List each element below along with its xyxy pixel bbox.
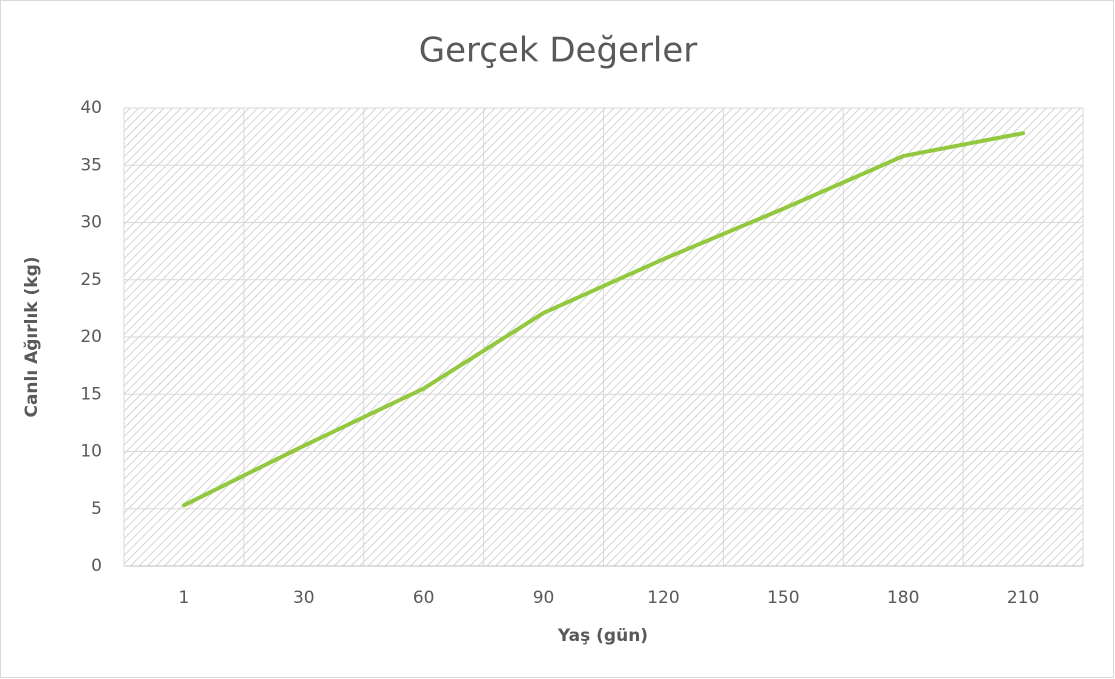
x-tick-label: 60 — [413, 588, 435, 608]
y-tick-label: 15 — [80, 384, 102, 404]
y-tick-label: 10 — [80, 442, 102, 462]
x-tick-label: 150 — [767, 588, 799, 608]
x-tick-label: 180 — [887, 588, 919, 608]
y-tick-label: 35 — [80, 155, 102, 175]
data-line — [181, 131, 1026, 508]
x-tick-label: 1 — [179, 588, 190, 608]
y-tick-label: 20 — [80, 327, 102, 347]
y-tick-label: 25 — [80, 270, 102, 290]
chart-title: Gerçek Değerler — [419, 31, 698, 71]
y-tick-label: 30 — [80, 213, 102, 233]
y-tick-label: 5 — [91, 499, 102, 519]
y-tick-label: 40 — [80, 98, 102, 118]
y-tick-label: 0 — [91, 556, 102, 576]
x-tick-label: 210 — [1007, 588, 1039, 608]
x-tick-label: 120 — [647, 588, 679, 608]
x-tick-label: 30 — [293, 588, 315, 608]
x-axis-title: Yaş (gün) — [557, 626, 648, 646]
y-axis-title: Canlı Ağırlık (kg) — [22, 256, 42, 417]
x-tick-label: 90 — [533, 588, 555, 608]
